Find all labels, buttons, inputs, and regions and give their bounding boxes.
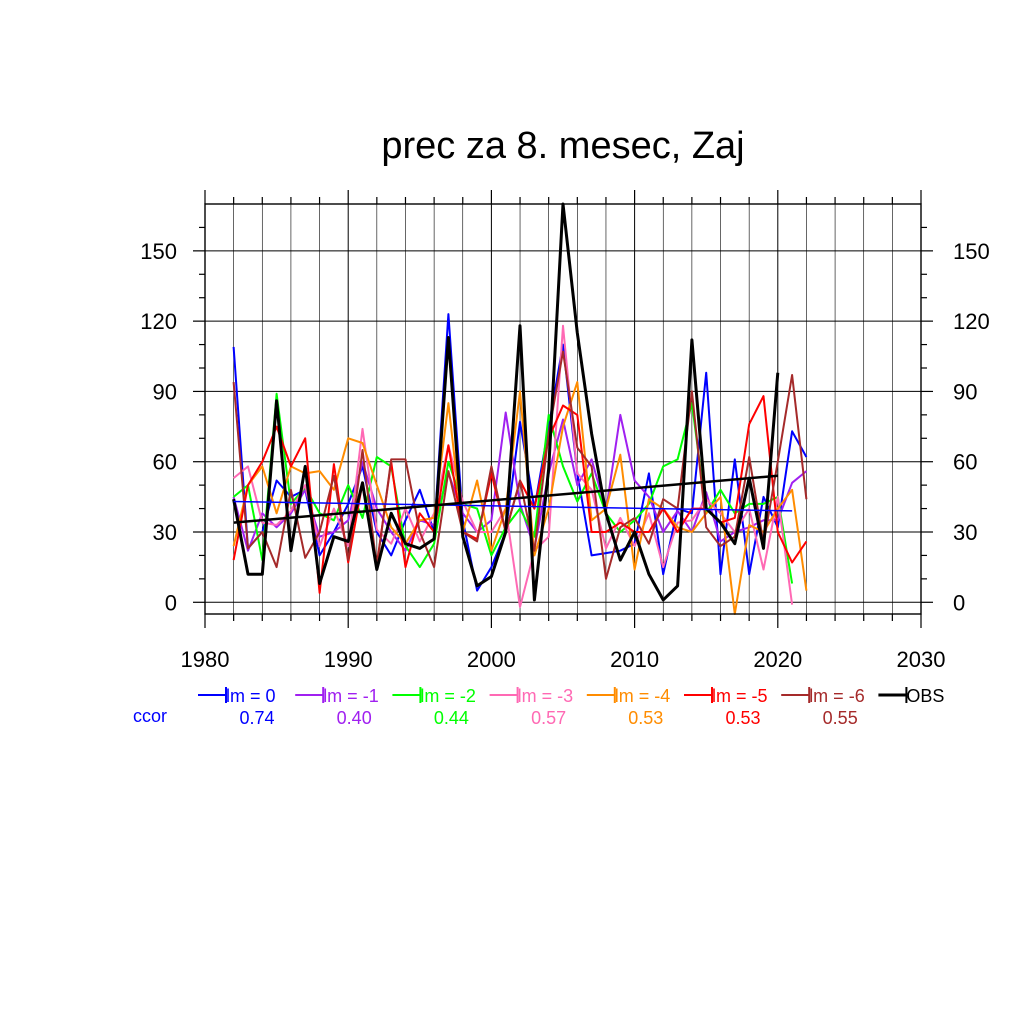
chart-title: prec za 8. mesec, Zaj [381, 125, 744, 167]
y-tick-label-left: 30 [153, 520, 177, 545]
trend-line-0 [233, 500, 793, 512]
ccor-value: 0.40 [337, 708, 372, 728]
x-tick-label: 1990 [324, 647, 373, 672]
x-tick-label: 1980 [181, 647, 230, 672]
trend-line-1 [233, 474, 778, 524]
y-tick-label-left: 150 [140, 239, 177, 264]
legend-label: lm = -3 [518, 686, 574, 706]
y-tick-label-left: 0 [165, 590, 177, 615]
grid [205, 204, 921, 614]
ccor-value: 0.53 [628, 708, 663, 728]
ccor-value: 0.44 [434, 708, 469, 728]
series-line-6 [232, 350, 808, 580]
legend-label: lm = -5 [712, 686, 768, 706]
legend-label: lm = -4 [615, 686, 671, 706]
series-line-7 [232, 202, 780, 602]
x-tick-label: 2020 [753, 647, 802, 672]
legend-label: lm = 0 [226, 686, 276, 706]
ccor-value: 0.55 [823, 708, 858, 728]
legend-label: lm = -6 [809, 686, 865, 706]
series-group [232, 202, 808, 615]
plot-frame [204, 203, 922, 615]
ccor-label: ccor [133, 706, 167, 726]
ccor-value: 0.57 [531, 708, 566, 728]
y-tick-label-right: 120 [953, 309, 990, 334]
axes: 1980 1990 2000 2010 2020 2030 0 0 30 30 60 60 90 90 12… [140, 190, 990, 672]
x-tick-label: 2000 [467, 647, 516, 672]
y-tick-label-left: 120 [140, 309, 177, 334]
series-line-4 [232, 381, 808, 615]
y-tick-label-left: 90 [153, 379, 177, 404]
y-tick-label-right: 90 [953, 379, 977, 404]
y-tick-label-right: 0 [953, 590, 965, 615]
ccor-value: 0.74 [239, 708, 274, 728]
x-tick-label: 2030 [897, 647, 946, 672]
legend-label: lm = -1 [323, 686, 379, 706]
ccor-value: 0.53 [725, 708, 760, 728]
legend-label: OBS [906, 686, 944, 706]
series-line-0 [232, 313, 808, 592]
legend-label: lm = -2 [420, 686, 476, 706]
x-tick-label: 2010 [610, 647, 659, 672]
y-tick-label-right: 30 [953, 520, 977, 545]
y-tick-label-left: 60 [153, 450, 177, 475]
y-tick-label-right: 60 [953, 450, 977, 475]
y-tick-label-right: 150 [953, 239, 990, 264]
